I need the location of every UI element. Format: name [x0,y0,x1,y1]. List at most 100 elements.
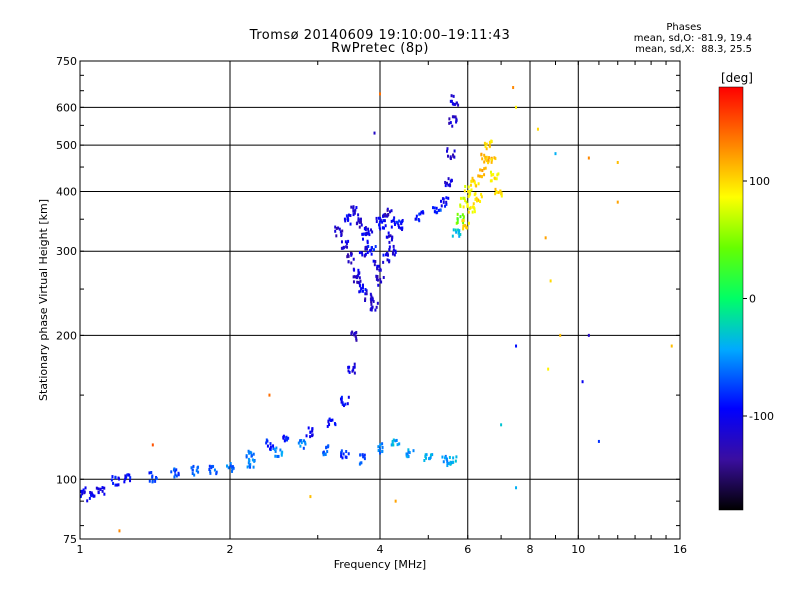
data-point [477,198,480,202]
data-point [373,131,376,135]
data-point [425,456,428,460]
data-point [347,395,350,399]
data-point [353,211,356,215]
chart-subtitle: RwPretec (8p) [331,41,429,56]
data-point [247,457,250,461]
data-point [449,462,452,466]
data-point [494,192,497,196]
data-point [355,338,358,342]
data-point [465,225,468,229]
data-point [370,294,373,298]
data-point [415,214,418,218]
data-point [401,226,404,230]
data-point [174,469,177,473]
data-point [494,157,497,161]
data-point [495,190,498,194]
data-point [90,494,93,498]
data-point [344,402,347,406]
data-point [485,142,488,146]
data-point [381,442,384,446]
data-point [377,264,380,268]
data-point [245,455,248,459]
data-point [407,448,410,452]
data-point [388,245,391,249]
x-ticks: 1 2 4 6 8 10 16 [77,61,687,556]
data-point [232,466,235,470]
data-point [379,443,382,447]
data-point [433,206,436,210]
data-point [83,490,86,494]
data-point [475,196,478,200]
data-point [227,466,230,470]
data-point [449,121,452,125]
data-point [454,459,457,463]
data-point [363,227,366,231]
data-point [447,196,450,200]
data-point [392,248,395,252]
data-point [192,464,195,468]
data-point [195,469,198,473]
data-point [464,185,467,189]
data-point [462,215,465,219]
data-point [446,461,449,465]
data-point [129,479,132,483]
data-point [400,220,403,224]
data-point [151,475,154,479]
data-point [352,368,355,372]
data-point [429,453,432,457]
data-point [309,435,312,439]
y-ticks: 75 100 200 300 400 500 600 750 [56,55,680,546]
data-point [440,204,443,208]
data-point [366,251,369,255]
data-point [371,298,374,302]
data-point [483,153,486,157]
data-point [350,253,353,257]
data-point [485,147,488,151]
data-point [274,454,277,458]
data-point [455,101,458,105]
data-point [457,103,460,107]
data-point [420,210,423,214]
data-point [209,471,212,475]
data-point [361,253,364,257]
data-point [458,234,461,238]
data-point [379,278,382,282]
data-point [302,446,305,450]
data-point [174,473,177,477]
data-point [536,127,539,131]
data-point [467,194,470,198]
data-point [231,465,234,469]
data-point [356,280,359,284]
data-point [401,228,404,232]
data-point [374,260,377,264]
data-point [370,300,373,304]
data-point [544,236,547,240]
data-point [356,274,359,278]
data-point [212,464,215,468]
data-point [458,229,461,233]
data-point [481,157,484,161]
data-point [454,102,457,106]
data-point [124,477,127,481]
data-point [446,147,449,151]
data-point [396,443,399,447]
data-point [114,483,117,487]
data-point [370,308,373,312]
data-point [326,450,329,454]
data-point [435,206,438,210]
data-point [450,99,453,103]
data-point [470,188,473,192]
data-point [478,174,481,178]
data-point [248,464,251,468]
data-point [515,486,518,490]
data-point [405,452,408,456]
data-point [344,219,347,223]
data-point [348,365,351,369]
data-point [453,155,456,159]
data-point [484,144,487,148]
data-point [247,461,250,465]
colorbar-ticks: -100 0 100 [743,175,774,423]
data-point [344,240,347,244]
data-point [370,252,373,256]
data-point [99,487,102,491]
